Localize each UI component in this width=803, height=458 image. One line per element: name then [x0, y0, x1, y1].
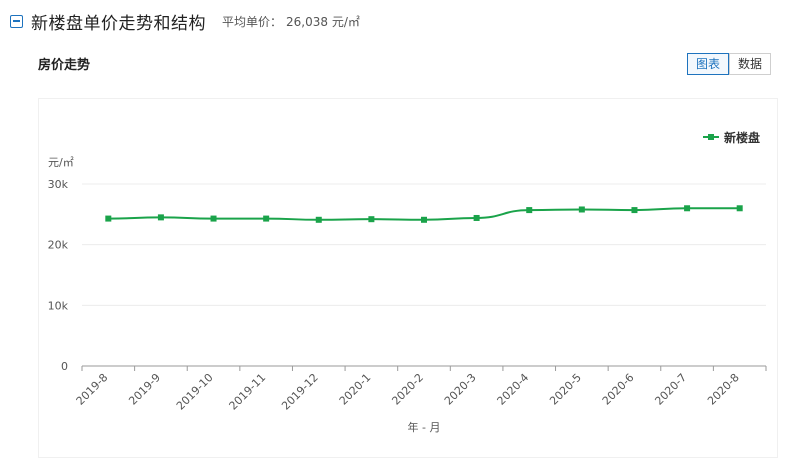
- y-tick-label: 10k: [48, 299, 69, 312]
- y-tick-labels: 0 10k 20k 30k: [48, 178, 69, 373]
- x-tick-label: 2019-12: [279, 371, 321, 413]
- data-point[interactable]: [368, 216, 375, 223]
- x-tick-label: 2019-9: [126, 371, 163, 408]
- x-tick-label: 2019-10: [174, 371, 216, 413]
- x-tick-label: 2020-2: [389, 371, 426, 408]
- data-point[interactable]: [526, 207, 533, 214]
- x-tick-label: 2020-6: [600, 371, 637, 408]
- price-trend-chart: 0 10k 20k 30k 2019-8 2019-9 2019-10 2019-11 201…: [48, 130, 767, 434]
- data-point[interactable]: [578, 206, 585, 213]
- x-tick-label: 2020-7: [652, 371, 689, 408]
- x-tick-label: 2020-8: [705, 371, 742, 408]
- data-point[interactable]: [263, 215, 270, 222]
- y-axis-label: 元/㎡: [48, 156, 74, 169]
- x-axis-label: 年 - 月: [408, 420, 441, 434]
- y-tick-label: 20k: [48, 239, 69, 252]
- x-tick-label: 2020-3: [442, 371, 479, 408]
- data-point[interactable]: [315, 216, 322, 223]
- legend[interactable]: 新楼盘: [703, 130, 760, 145]
- y-tick-label: 0: [61, 360, 68, 373]
- collapse-icon[interactable]: [10, 14, 23, 28]
- data-point[interactable]: [157, 214, 164, 221]
- x-tick-label: 2020-1: [337, 371, 374, 408]
- data-view-button[interactable]: 数据: [729, 53, 772, 75]
- section-header: 新楼盘单价走势和结构 平均单价： 26,038 元/㎡: [10, 6, 360, 36]
- chart-view-button[interactable]: 图表: [687, 53, 730, 75]
- legend-marker-icon: [708, 134, 714, 140]
- data-point[interactable]: [105, 215, 112, 222]
- legend-label: 新楼盘: [724, 130, 760, 145]
- x-tick-label: 2019-11: [227, 371, 269, 413]
- data-point[interactable]: [631, 207, 638, 214]
- average-price-label: 平均单价：: [222, 14, 283, 29]
- view-toggle: 图表 数据: [687, 53, 772, 75]
- data-point[interactable]: [421, 216, 427, 223]
- x-tick-label: 2020-5: [547, 371, 584, 408]
- x-tick-labels: 2019-8 2019-9 2019-10 2019-11 2019-12 2020-1 2…: [74, 371, 742, 413]
- data-point[interactable]: [210, 215, 217, 222]
- x-tick-label: 2020-4: [495, 371, 532, 408]
- data-point[interactable]: [473, 214, 480, 221]
- series-points: [105, 205, 743, 223]
- x-tick-label: 2019-8: [74, 371, 111, 408]
- average-price-value: 26,038 元/㎡: [286, 14, 360, 29]
- y-tick-label: 30k: [48, 178, 69, 191]
- section-title: 新楼盘单价走势和结构: [31, 13, 206, 34]
- axes: [81, 365, 767, 371]
- data-point[interactable]: [684, 205, 691, 212]
- chart-subtitle: 房价走势: [38, 58, 91, 73]
- grid-lines: [82, 183, 766, 306]
- data-point[interactable]: [736, 205, 743, 212]
